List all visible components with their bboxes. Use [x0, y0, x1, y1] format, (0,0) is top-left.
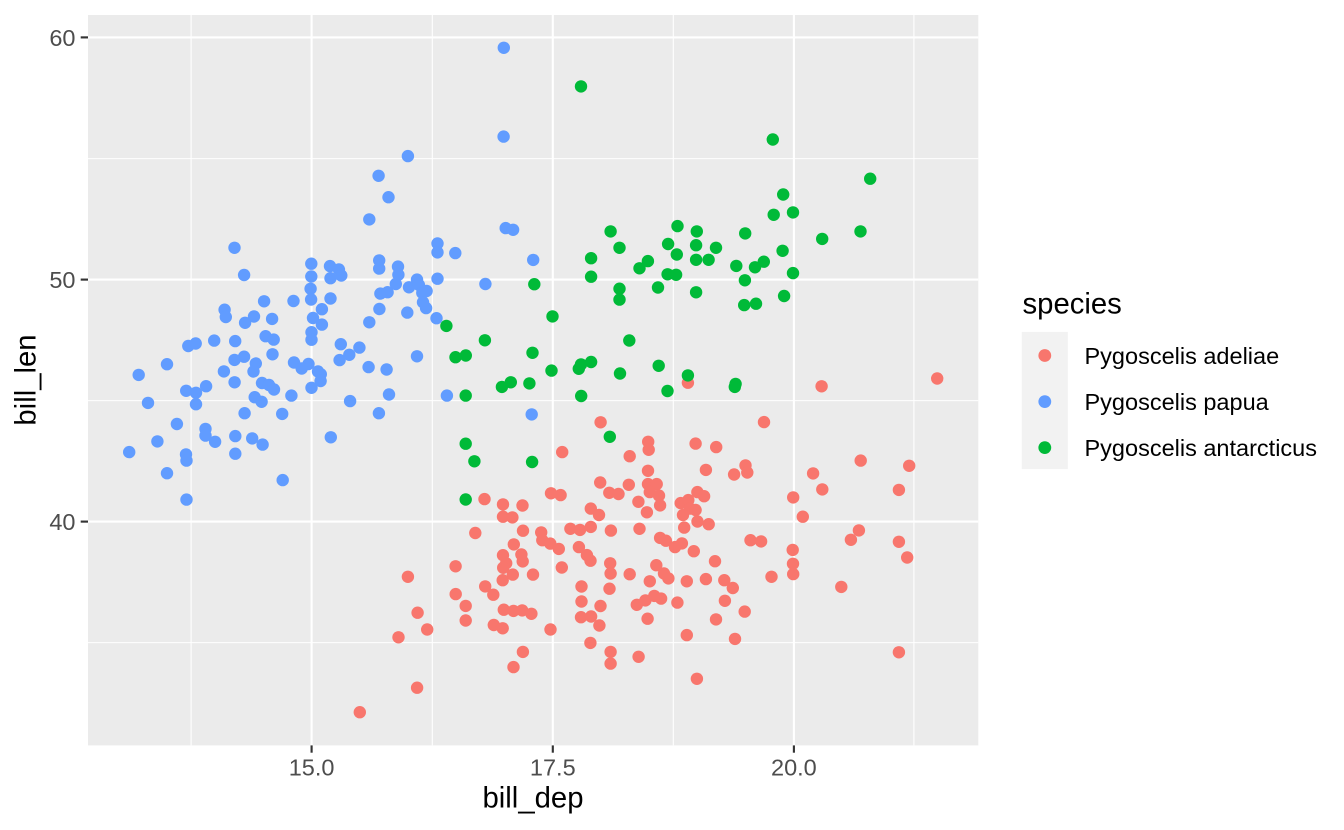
svg-text:bill_len: bill_len	[10, 334, 43, 425]
svg-text:50: 50	[49, 267, 75, 293]
svg-text:60: 60	[49, 25, 75, 51]
svg-text:17.5: 17.5	[530, 755, 576, 781]
svg-text:15.0: 15.0	[289, 755, 335, 781]
svg-text:species: species	[1023, 288, 1122, 321]
svg-text:20.0: 20.0	[771, 755, 817, 781]
svg-text:Pygoscelis papua: Pygoscelis papua	[1085, 389, 1270, 415]
svg-text:Pygoscelis antarcticus: Pygoscelis antarcticus	[1085, 435, 1318, 461]
svg-text:40: 40	[49, 509, 75, 535]
svg-text:Pygoscelis adeliae: Pygoscelis adeliae	[1085, 343, 1280, 369]
svg-text:bill_dep: bill_dep	[483, 782, 584, 815]
